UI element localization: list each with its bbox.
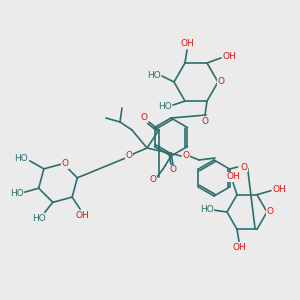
Text: OH: OH (232, 243, 246, 252)
Text: OH: OH (222, 52, 236, 62)
Text: OH: OH (75, 211, 89, 220)
Text: HO: HO (14, 154, 28, 164)
Text: HO: HO (158, 102, 172, 111)
Text: O: O (218, 77, 224, 86)
Text: OH: OH (226, 172, 240, 181)
Text: O: O (169, 166, 176, 175)
Text: O: O (182, 152, 190, 160)
Text: O: O (140, 113, 148, 122)
Text: HO: HO (32, 214, 46, 223)
Text: O: O (202, 117, 208, 126)
Text: O: O (125, 152, 133, 160)
Text: O: O (149, 175, 157, 184)
Text: OH: OH (180, 39, 194, 48)
Text: O: O (62, 159, 69, 168)
Text: O: O (240, 163, 247, 172)
Text: HO: HO (200, 205, 214, 214)
Text: HO: HO (10, 189, 24, 198)
Text: O: O (266, 208, 274, 217)
Text: HO: HO (147, 70, 161, 80)
Text: OH: OH (272, 185, 286, 194)
